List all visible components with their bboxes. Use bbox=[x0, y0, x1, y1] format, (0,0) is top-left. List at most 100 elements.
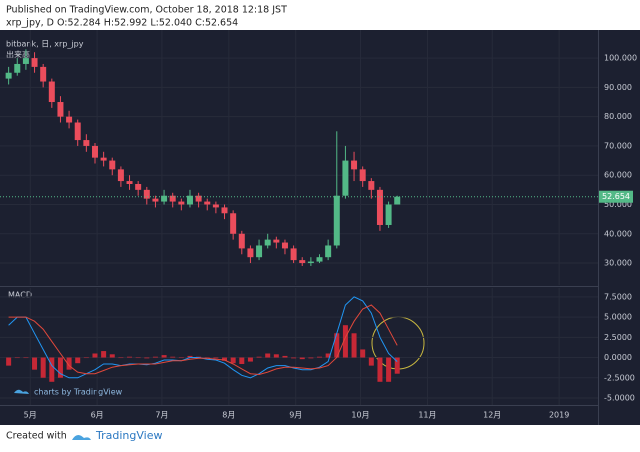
histogram-bar bbox=[265, 353, 271, 358]
histogram-bar bbox=[83, 357, 89, 359]
histogram-bar bbox=[239, 357, 245, 365]
histogram-bar bbox=[14, 357, 20, 359]
candle-body bbox=[221, 207, 228, 214]
histogram-bar bbox=[386, 357, 392, 382]
candle-body bbox=[40, 66, 47, 82]
candle-body bbox=[273, 239, 280, 243]
histogram-bar bbox=[247, 357, 253, 362]
candle-body bbox=[66, 116, 73, 123]
histogram-bar bbox=[118, 357, 124, 359]
y-tick-label: 2.5000 bbox=[604, 333, 632, 342]
candle-body bbox=[230, 213, 237, 234]
candle-body bbox=[264, 239, 271, 246]
y-tick-label: 90.000 bbox=[604, 83, 632, 92]
candle-body bbox=[368, 181, 375, 190]
candle-body bbox=[186, 195, 193, 205]
histogram-bar bbox=[325, 353, 331, 358]
y-tick-label: 0.0000 bbox=[604, 353, 632, 362]
x-tick-label: 5月 bbox=[24, 411, 37, 420]
histogram-bar bbox=[101, 351, 107, 358]
watermark: charts by TradingView bbox=[34, 388, 123, 397]
histogram-bar bbox=[127, 356, 133, 358]
candle-body bbox=[83, 140, 90, 146]
last-price-box bbox=[599, 190, 633, 203]
ohlc-text: xrp_jpy, D O:52.284 H:52.992 L:52.040 C:… bbox=[6, 18, 238, 29]
candle-body bbox=[204, 201, 211, 205]
histogram-bar bbox=[256, 356, 262, 358]
histogram-bar bbox=[49, 357, 55, 382]
macd-title: MACD bbox=[8, 291, 32, 300]
histogram-bar bbox=[394, 357, 400, 374]
histogram-bar bbox=[57, 357, 63, 378]
histogram-bar bbox=[317, 356, 323, 358]
x-tick-label: 6月 bbox=[91, 411, 104, 420]
candle-body bbox=[281, 242, 288, 249]
histogram-bar bbox=[75, 357, 81, 364]
histogram-bar bbox=[109, 354, 115, 358]
y-tick-label: 7.5000 bbox=[604, 292, 632, 301]
candle-body bbox=[57, 102, 64, 117]
histogram-bar bbox=[230, 357, 236, 364]
histogram-bar bbox=[273, 354, 279, 358]
signal-line bbox=[8, 304, 398, 376]
footer-background bbox=[0, 425, 640, 448]
histogram-bar bbox=[92, 353, 98, 358]
y-tick-label: 5.0000 bbox=[604, 313, 632, 322]
y-tick-label: 60.000 bbox=[604, 171, 632, 180]
candle-body bbox=[376, 189, 383, 225]
candle-body bbox=[14, 63, 21, 73]
histogram-bar bbox=[222, 357, 228, 361]
x-tick-label: 10月 bbox=[351, 411, 369, 420]
candle-body bbox=[307, 261, 314, 264]
histogram-bar bbox=[152, 356, 158, 358]
candle-body bbox=[333, 195, 340, 246]
y-tick-label: -2.5000 bbox=[604, 373, 635, 382]
chart-background bbox=[0, 30, 640, 425]
candle-body bbox=[256, 245, 263, 258]
y-tick-label: 30.000 bbox=[604, 259, 632, 268]
footer-logo bbox=[72, 434, 91, 440]
candle-body bbox=[5, 72, 12, 79]
x-tick-label: 12月 bbox=[483, 411, 501, 420]
y-tick-label: 40.000 bbox=[604, 229, 632, 238]
candle-body bbox=[135, 183, 142, 190]
candle-body bbox=[212, 204, 219, 208]
candle-body bbox=[126, 181, 133, 184]
x-tick-label: 2019 bbox=[549, 411, 569, 420]
footer-created: Created with bbox=[6, 431, 67, 442]
histogram-bar bbox=[23, 357, 29, 359]
candle-body bbox=[100, 157, 107, 161]
candle-body bbox=[325, 245, 332, 258]
histogram-bar bbox=[342, 325, 348, 358]
candle-body bbox=[359, 169, 366, 182]
candle-body bbox=[290, 248, 297, 261]
x-tick-label: 8月 bbox=[222, 411, 235, 420]
candle-body bbox=[152, 198, 159, 202]
candle-body bbox=[394, 196, 401, 205]
candle-body bbox=[31, 58, 38, 67]
histogram-bar bbox=[308, 357, 314, 359]
candle-body bbox=[238, 233, 245, 249]
y-tick-label: 70.000 bbox=[604, 141, 632, 150]
histogram-bar bbox=[178, 357, 184, 359]
footer-brand: TradingView bbox=[95, 429, 162, 442]
y-tick-label: 50.000 bbox=[604, 200, 632, 209]
histogram-bar bbox=[213, 357, 219, 359]
histogram-bar bbox=[40, 357, 46, 378]
published-text: Published on TradingView.com, October 18… bbox=[6, 5, 287, 16]
histogram-bar bbox=[291, 357, 297, 359]
candle-body bbox=[117, 169, 124, 182]
histogram-bar bbox=[377, 357, 383, 382]
histogram-bar bbox=[282, 355, 288, 358]
x-tick-label: 11月 bbox=[418, 411, 436, 420]
last-price-label: 52.654 bbox=[602, 192, 630, 201]
candle-body bbox=[351, 160, 358, 170]
candle-body bbox=[385, 204, 392, 225]
candle-body bbox=[22, 58, 29, 64]
candle-body bbox=[74, 122, 81, 141]
histogram-bar bbox=[187, 355, 193, 358]
candle-body bbox=[178, 201, 185, 205]
x-tick-label: 7月 bbox=[155, 411, 168, 420]
histogram-bar bbox=[6, 357, 12, 366]
